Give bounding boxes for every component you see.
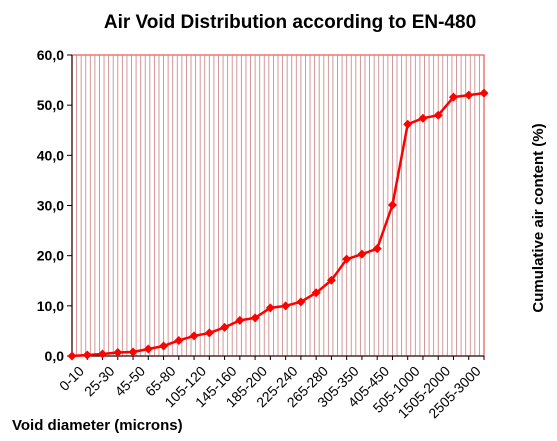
y-tick-label: 40,0 (37, 147, 64, 163)
data-point (311, 288, 321, 298)
series-cumulative (67, 88, 489, 361)
data-point (433, 110, 443, 120)
data-point (372, 244, 382, 254)
data-point (189, 331, 199, 341)
data-point (204, 328, 214, 338)
y-tick-label: 20,0 (37, 248, 64, 264)
data-point (387, 200, 397, 210)
data-point (403, 119, 413, 129)
data-point (67, 351, 77, 361)
data-point (281, 301, 291, 311)
series-line (71, 91, 485, 358)
data-point (342, 254, 352, 264)
data-point (98, 349, 108, 359)
data-point (326, 275, 336, 285)
data-point (418, 113, 428, 123)
data-point (220, 322, 230, 332)
x-axis-ticks: 0-1025-3045-5065-80105-120145-160185-200… (56, 356, 485, 421)
data-point (113, 347, 123, 357)
data-point (159, 341, 169, 351)
y-tick-label: 30,0 (37, 198, 64, 214)
data-point (128, 347, 138, 357)
data-point (235, 315, 245, 325)
y-tick-label: 60,0 (37, 47, 64, 63)
plot-grid (71, 54, 485, 357)
data-point (250, 313, 260, 323)
x-tick-label: 45-50 (111, 363, 148, 400)
data-point (265, 303, 275, 313)
x-axis-label: Void diameter (microns) (12, 417, 183, 434)
data-point (464, 90, 474, 100)
data-point (357, 249, 367, 259)
data-point (448, 92, 458, 102)
data-point (82, 350, 92, 360)
y-axis-ticks: 0,0 10,0 20,0 30,0 40,0 50,0 60,0 (37, 47, 72, 364)
data-point (479, 88, 489, 98)
y-axis-label: Cumulative air content (%) (530, 123, 547, 312)
y-tick-label: 50,0 (37, 97, 64, 113)
data-point (296, 297, 306, 307)
y-tick-label: 10,0 (37, 298, 64, 314)
x-tick-label: 25-30 (81, 363, 118, 400)
y-tick-label: 0,0 (45, 348, 65, 364)
chart-title: Air Void Distribution according to EN-48… (104, 12, 476, 33)
data-point (143, 344, 153, 354)
data-point (174, 335, 184, 345)
